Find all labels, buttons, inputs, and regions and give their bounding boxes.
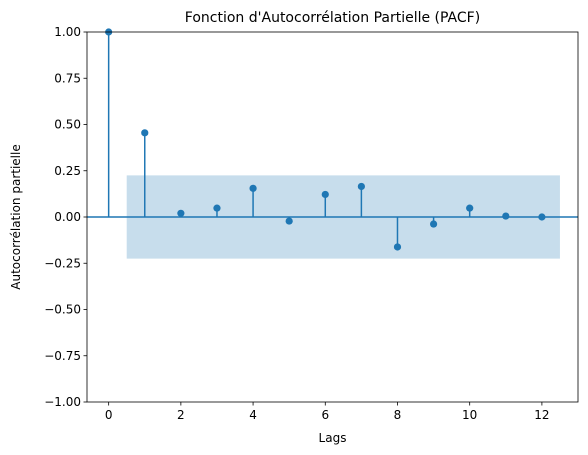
stem-marker-lag-10 [466,204,474,212]
y-tick-label: −0.50 [44,303,81,317]
y-tick-label: 0.75 [54,71,81,85]
y-axis-label: Autocorrélation partielle [9,144,23,289]
stem-marker-lag-3 [213,204,221,212]
stem-marker-lag-5 [285,217,293,225]
stem-marker-lag-9 [429,220,438,228]
stem-marker-lag-8 [393,243,402,251]
x-axis-label: Lags [319,431,347,445]
x-tick-label: 0 [105,408,113,422]
y-tick-label: −0.25 [44,256,81,270]
x-tick-label: 6 [321,408,329,422]
x-axis-ticks: 0 2 4 6 8 10 12 [105,402,550,422]
stem-marker-lag-4 [249,184,257,192]
y-axis-ticks: −1.00 −0.75 −0.50 −0.25 0.00 0.25 0.50 0.75 1.00 [44,25,87,409]
x-tick-label: 12 [534,408,549,422]
y-tick-label: −0.75 [44,349,81,363]
y-tick-label: 0.00 [54,210,81,224]
y-tick-label: 1.00 [54,25,81,39]
y-tick-label: −1.00 [44,395,81,409]
y-tick-label: 0.25 [54,164,81,178]
stem-marker-lag-6 [321,190,329,199]
stem-marker-lag-2 [177,209,185,217]
x-tick-label: 10 [462,408,477,422]
chart-title: Fonction d'Autocorrélation Partielle (PA… [185,10,480,26]
y-tick-label: 0.50 [54,118,81,132]
x-tick-label: 4 [249,408,257,422]
x-tick-label: 2 [177,408,185,422]
stem-marker-lag-1 [141,129,149,137]
stem-marker-lag-11 [502,212,510,220]
x-tick-label: 8 [394,408,402,422]
stem-marker-lag-12 [538,213,546,221]
stem-marker-lag-7 [357,182,365,191]
